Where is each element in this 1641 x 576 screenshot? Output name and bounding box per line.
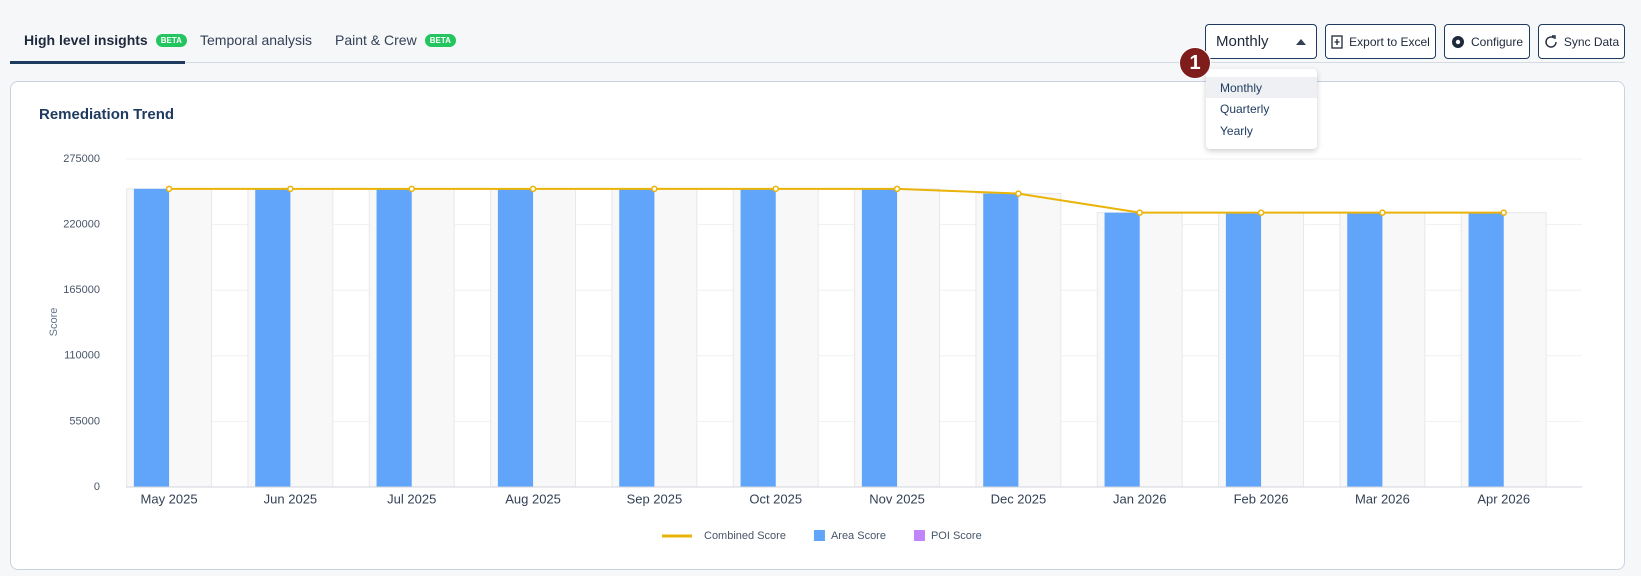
tab-badge: BETA bbox=[155, 33, 187, 47]
bar bbox=[497, 188, 534, 487]
line-point bbox=[651, 185, 658, 193]
x-tick-label: Sep 2025 bbox=[627, 491, 683, 506]
bar bbox=[1347, 212, 1383, 487]
bar bbox=[740, 188, 776, 487]
bar bbox=[1104, 212, 1140, 487]
icon bbox=[1331, 34, 1343, 49]
icon bbox=[1451, 35, 1464, 48]
x-tick-label: Aug 2025 bbox=[505, 491, 561, 506]
line-point bbox=[1257, 209, 1265, 216]
bar bbox=[983, 193, 1019, 487]
bar bbox=[255, 188, 291, 487]
legend-label: Area Score bbox=[831, 530, 886, 542]
x-tick-label: Oct 2025 bbox=[749, 491, 802, 506]
x-tick-label: Feb 2026 bbox=[1234, 491, 1289, 506]
x-tick-label: Nov 2025 bbox=[869, 491, 925, 506]
line-point bbox=[1136, 209, 1143, 216]
tab[interactable]: High level insights BETA bbox=[24, 32, 187, 48]
y-tick-label: 165000 bbox=[63, 284, 100, 296]
tab[interactable]: Temporal analysis bbox=[200, 32, 312, 48]
export-button[interactable]: Export to Excel bbox=[1325, 24, 1436, 59]
legend-swatch bbox=[913, 530, 925, 541]
bar bbox=[133, 188, 170, 487]
legend-swatch bbox=[813, 530, 825, 541]
line-point bbox=[772, 185, 779, 193]
line-point bbox=[529, 185, 537, 193]
annotation-badge: 1 bbox=[1179, 47, 1211, 79]
x-tick-label: Apr 2026 bbox=[1477, 491, 1530, 506]
x-tick-label: Mar 2026 bbox=[1355, 491, 1410, 506]
tab[interactable]: Paint & Crew BETA bbox=[335, 32, 456, 48]
bar bbox=[376, 188, 412, 487]
line-point bbox=[893, 185, 901, 193]
tab-badge: BETA bbox=[424, 33, 456, 47]
dropdown-option[interactable]: Monthly bbox=[1220, 81, 1263, 95]
line-point bbox=[1500, 209, 1507, 216]
line bbox=[169, 187, 1504, 214]
line-point bbox=[1379, 209, 1386, 216]
button-label: Sync Data bbox=[1563, 34, 1620, 49]
button-label: Configure bbox=[1470, 34, 1524, 49]
bar bbox=[1468, 212, 1504, 487]
period-select[interactable]: Monthly bbox=[1205, 24, 1317, 59]
y-tick-label: 55000 bbox=[69, 415, 100, 427]
bar bbox=[1225, 212, 1262, 487]
dropdown-option[interactable]: Quarterly bbox=[1220, 102, 1270, 116]
y-tick-label: 0 bbox=[94, 481, 100, 493]
line-point bbox=[1015, 190, 1022, 197]
dropdown-option[interactable]: Yearly bbox=[1220, 124, 1253, 138]
caret bbox=[1296, 38, 1306, 45]
y-axis-label: Score bbox=[48, 308, 60, 337]
tab-label: High level insights bbox=[24, 32, 148, 48]
sync-button[interactable]: Sync Data bbox=[1538, 24, 1625, 59]
dropdown-menu: Monthly Quarterly Yearly bbox=[1206, 69, 1317, 149]
y-tick-label: 275000 bbox=[63, 153, 100, 165]
y-tick-label: 110000 bbox=[64, 350, 100, 362]
icon bbox=[1545, 34, 1557, 48]
line-point bbox=[408, 185, 415, 193]
button-label: Export to Excel bbox=[1349, 34, 1430, 49]
bar bbox=[861, 188, 898, 487]
tab-label: Paint & Crew bbox=[335, 32, 417, 48]
tab-underline bbox=[10, 61, 185, 64]
legend-label: POI Score bbox=[931, 530, 982, 542]
legend-label: Combined Score bbox=[704, 530, 786, 542]
line-point bbox=[165, 185, 173, 193]
x-tick-label: Jun 2025 bbox=[264, 491, 318, 506]
configure-button[interactable]: Configure bbox=[1444, 24, 1530, 59]
line-point bbox=[287, 185, 294, 193]
chart-title: Remediation Trend bbox=[39, 106, 174, 123]
tab-divider bbox=[10, 62, 1625, 63]
x-tick-label: Dec 2025 bbox=[991, 491, 1047, 506]
bar bbox=[619, 188, 655, 487]
y-tick-label: 220000 bbox=[63, 219, 100, 231]
x-tick-label: Jul 2025 bbox=[387, 491, 436, 506]
x-tick-label: Jan 2026 bbox=[1113, 491, 1167, 506]
select-value: Monthly bbox=[1216, 33, 1269, 50]
tab-label: Temporal analysis bbox=[200, 32, 313, 48]
option-highlight bbox=[1206, 77, 1317, 98]
x-tick-label: May 2025 bbox=[141, 491, 198, 506]
